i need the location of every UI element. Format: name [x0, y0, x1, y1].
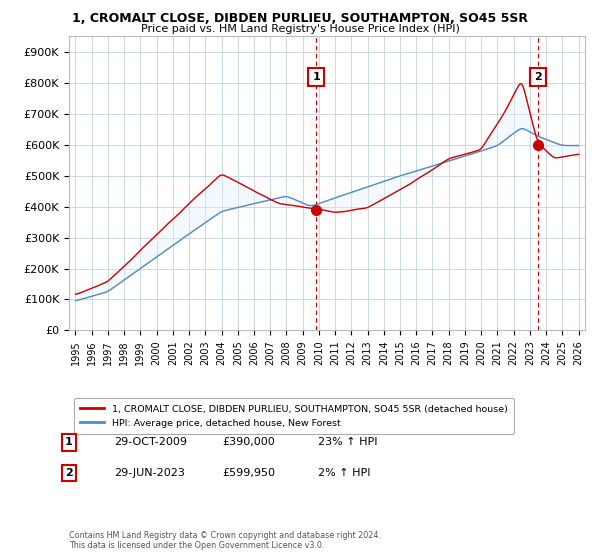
Text: £390,000: £390,000 — [222, 437, 275, 447]
Text: 29-OCT-2009: 29-OCT-2009 — [114, 437, 187, 447]
Text: 2: 2 — [65, 468, 73, 478]
Text: 1: 1 — [65, 437, 73, 447]
Text: 2% ↑ HPI: 2% ↑ HPI — [318, 468, 371, 478]
Legend: 1, CROMALT CLOSE, DIBDEN PURLIEU, SOUTHAMPTON, SO45 5SR (detached house), HPI: A: 1, CROMALT CLOSE, DIBDEN PURLIEU, SOUTHA… — [74, 398, 514, 434]
Text: 23% ↑ HPI: 23% ↑ HPI — [318, 437, 377, 447]
Text: Price paid vs. HM Land Registry's House Price Index (HPI): Price paid vs. HM Land Registry's House … — [140, 24, 460, 34]
Text: 29-JUN-2023: 29-JUN-2023 — [114, 468, 185, 478]
Text: 1: 1 — [312, 72, 320, 82]
Text: 1, CROMALT CLOSE, DIBDEN PURLIEU, SOUTHAMPTON, SO45 5SR: 1, CROMALT CLOSE, DIBDEN PURLIEU, SOUTHA… — [72, 12, 528, 25]
Text: £599,950: £599,950 — [222, 468, 275, 478]
Text: 2: 2 — [534, 72, 542, 82]
Text: Contains HM Land Registry data © Crown copyright and database right 2024.
This d: Contains HM Land Registry data © Crown c… — [69, 530, 381, 550]
